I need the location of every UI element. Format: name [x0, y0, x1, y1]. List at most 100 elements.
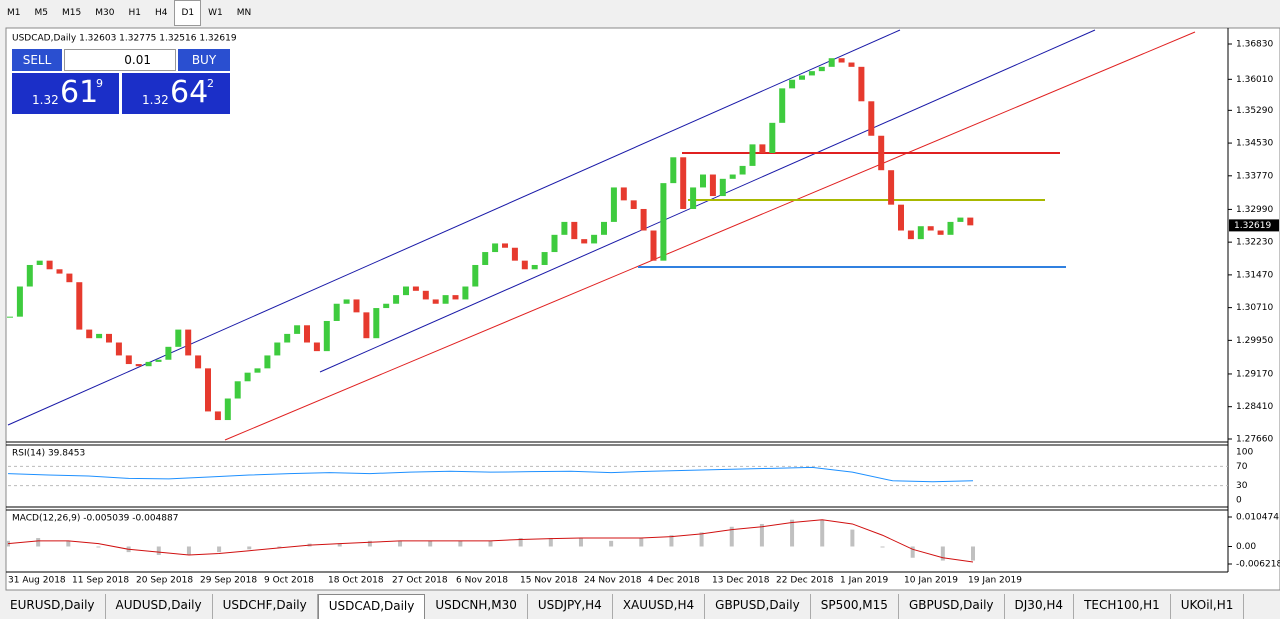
chart-tab[interactable]: DJ30,H4	[1005, 594, 1075, 619]
candle-body	[214, 411, 221, 421]
candle-body	[799, 75, 805, 80]
price-tick-label: 1.36830	[1236, 40, 1273, 50]
macd-header: MACD(12,26,9) -0.005039 -0.004887	[12, 514, 178, 524]
bid-sup: 9	[96, 77, 103, 90]
macd-bar	[186, 546, 191, 555]
macd-bar	[669, 535, 674, 547]
symbol-header: USDCAD,Daily 1.32603 1.32775 1.32516 1.3…	[12, 34, 237, 44]
macd-bar	[910, 546, 915, 558]
channel-upper	[7, 29, 901, 426]
price-tick-label: 1.32990	[1236, 205, 1273, 215]
timeframe-button[interactable]: H4	[154, 8, 168, 18]
candle-body	[403, 286, 409, 296]
candle-body	[432, 299, 439, 304]
date-label: 31 Aug 2018	[8, 576, 66, 586]
last-price-label: 1.32619	[1234, 221, 1271, 231]
ask-price[interactable]: 1.32 64 2	[122, 73, 230, 114]
candle-body	[808, 71, 815, 76]
price-tick-label: 1.29170	[1236, 369, 1273, 379]
date-label: 18 Oct 2018	[328, 576, 384, 586]
rsi-tick-label: 0	[1236, 496, 1242, 506]
candle-body	[531, 264, 538, 270]
candle-body	[304, 325, 310, 343]
timeframe-button[interactable]: M5	[34, 8, 49, 18]
candle-body	[135, 364, 142, 367]
bid-price[interactable]: 1.32 61 9	[12, 73, 119, 114]
candle-body	[917, 226, 924, 240]
date-label: 24 Nov 2018	[584, 576, 642, 586]
chart-tab[interactable]: USDCAD,Daily	[317, 594, 426, 619]
candle-body	[205, 368, 211, 412]
macd-bar	[156, 546, 161, 555]
candle-body	[749, 144, 756, 166]
candle-body	[640, 208, 647, 231]
chart-tab[interactable]: EURUSD,Daily	[0, 594, 106, 619]
price-tick-label: 1.31470	[1236, 270, 1273, 280]
candle-body	[541, 252, 548, 265]
timeframe-button[interactable]: MN	[236, 8, 252, 18]
timeframe-button[interactable]: M1	[7, 8, 21, 18]
candle-body	[264, 355, 271, 369]
candle-body	[907, 230, 914, 240]
candle-body	[502, 243, 508, 248]
candle-body	[393, 295, 400, 304]
candle-body	[412, 286, 419, 291]
chart-tab[interactable]: AUDUSD,Daily	[106, 594, 213, 619]
timeframe-button[interactable]: D1	[174, 0, 202, 26]
candle-body	[115, 342, 122, 356]
candle-body	[333, 303, 340, 321]
chart-tab[interactable]: USDCNH,M30	[425, 594, 528, 619]
chart-tab[interactable]: GBPUSD,Daily	[899, 594, 1005, 619]
candle-body	[898, 204, 904, 231]
macd-bar	[458, 540, 463, 547]
candle-body	[56, 269, 63, 274]
candle-body	[452, 295, 459, 300]
chart-tab[interactable]: TECH100,H1	[1074, 594, 1171, 619]
candle-body	[551, 234, 558, 253]
sell-button[interactable]: SELL	[12, 49, 62, 71]
last-price-box	[1229, 219, 1279, 232]
macd-bar	[367, 540, 372, 547]
timeframe-button[interactable]: M30	[95, 8, 115, 18]
timeframe-button[interactable]: H1	[128, 8, 141, 18]
candle-body	[868, 101, 875, 136]
price-tick-label: 1.36010	[1236, 75, 1273, 85]
candle-body	[838, 58, 845, 63]
chart-tab[interactable]: UKOil,H1	[1171, 594, 1245, 619]
chart-tabs: EURUSD,Daily AUDUSD,Daily USDCHF,Daily USDC…	[0, 594, 1245, 619]
candle-body	[46, 260, 53, 270]
date-label: 10 Jan 2019	[904, 576, 958, 586]
chart-tab[interactable]: USDJPY,H4	[528, 594, 613, 619]
macd-tick-label: 0.010474	[1236, 513, 1279, 523]
candle-body	[670, 157, 677, 184]
chart-frame	[5, 27, 1280, 591]
macd-bar	[971, 546, 975, 561]
timeframe-button[interactable]: M15	[62, 8, 82, 18]
candle-body	[155, 359, 162, 362]
buy-button[interactable]: BUY	[178, 49, 230, 71]
lot-input[interactable]: 0.01	[64, 49, 176, 71]
date-label: 22 Dec 2018	[776, 576, 834, 586]
candle-body	[175, 329, 182, 347]
candle-body	[937, 230, 944, 235]
macd-bar	[759, 523, 764, 547]
chart-tab[interactable]: SP500,M15	[811, 594, 899, 619]
macd-bar	[398, 540, 403, 547]
date-label: 1 Jan 2019	[840, 576, 888, 586]
candle-body	[779, 88, 786, 123]
candle-body	[472, 264, 479, 287]
chart-tab[interactable]: GBPUSD,Daily	[705, 594, 811, 619]
chart-tab[interactable]: XAUUSD,H4	[613, 594, 706, 619]
macd-bar	[880, 546, 885, 548]
candle-body	[125, 355, 132, 365]
candle-body	[66, 273, 73, 283]
date-label: 6 Nov 2018	[456, 576, 508, 586]
macd-bar	[247, 546, 252, 550]
chart-tab[interactable]: USDCHF,Daily	[213, 594, 318, 619]
candle-body	[789, 79, 796, 89]
timeframe-button[interactable]: W1	[208, 8, 223, 18]
candle-body	[878, 135, 885, 171]
candle-body	[313, 342, 320, 352]
candle-body	[422, 290, 429, 300]
candle-body	[848, 62, 855, 67]
